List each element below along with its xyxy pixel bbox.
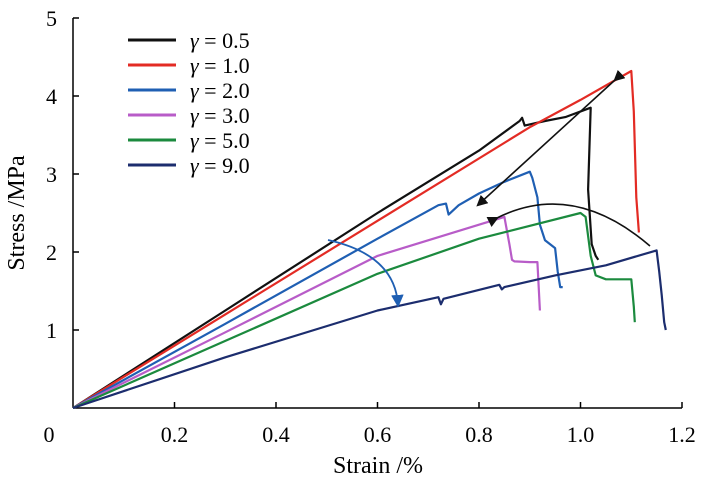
annotations xyxy=(327,69,651,308)
y-tick-label: 2 xyxy=(46,240,57,265)
legend-label: γ = 9.0 xyxy=(190,153,250,178)
x-tick-label: 0.8 xyxy=(465,422,493,447)
series-line xyxy=(72,249,667,410)
series-line xyxy=(72,215,541,409)
series-line xyxy=(72,211,636,410)
series-lines xyxy=(72,69,667,410)
y-tick-label: 1 xyxy=(46,318,57,343)
y-tick-label: 4 xyxy=(46,84,57,109)
x-tick-label: 1.0 xyxy=(567,422,595,447)
x-tick-label: 0.6 xyxy=(364,422,392,447)
x-ticks: 0 0.2 0.4 0.6 0.8 1.0 1.2 xyxy=(44,402,696,447)
arc-arrow-black xyxy=(486,203,651,247)
y-ticks: 1 2 3 4 5 xyxy=(46,6,79,343)
legend-label: γ = 0.5 xyxy=(190,28,250,53)
y-tick-label: 5 xyxy=(46,6,57,31)
legend-label: γ = 1.0 xyxy=(190,53,250,78)
x-tick-label: 0 xyxy=(44,422,55,447)
legend-label: γ = 5.0 xyxy=(190,128,250,153)
series-line xyxy=(72,106,600,409)
legend-label: γ = 2.0 xyxy=(190,78,250,103)
rotation-arrow-blue xyxy=(327,239,404,308)
upper-arrow-black xyxy=(476,69,626,207)
y-axis-title: Stress /MPa xyxy=(4,155,30,271)
x-tick-label: 0.4 xyxy=(262,422,290,447)
y-tick-label: 3 xyxy=(46,162,57,187)
legend-label: γ = 3.0 xyxy=(190,103,250,128)
series-line xyxy=(72,69,640,409)
legend: γ = 0.5γ = 1.0γ = 2.0γ = 3.0γ = 5.0γ = 9… xyxy=(128,28,250,178)
x-tick-label: 1.2 xyxy=(668,422,696,447)
x-tick-label: 0.2 xyxy=(161,422,189,447)
x-axis-title: Strain /% xyxy=(333,453,423,479)
